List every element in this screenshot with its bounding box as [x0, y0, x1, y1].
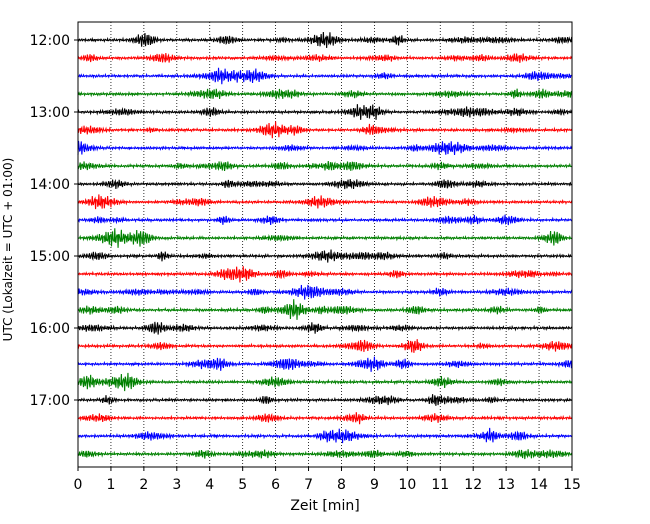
trace-row-3	[77, 88, 573, 100]
trace-row-17	[77, 339, 573, 353]
x-tick-label: 1	[106, 477, 115, 493]
y-axis-label: UTC (Lokalzeit = UTC + 01:00)	[1, 158, 15, 342]
trace-row-2	[77, 67, 573, 85]
x-tick-label: 15	[563, 477, 581, 493]
trace-row-5	[77, 121, 573, 139]
trace-row-20	[77, 394, 573, 406]
trace-row-7	[77, 160, 573, 172]
trace-row-0	[77, 32, 573, 49]
trace-row-19	[77, 372, 573, 392]
x-tick-label: 12	[464, 477, 482, 493]
trace-row-8	[77, 178, 573, 190]
minute-gridlines	[110, 22, 540, 467]
x-tick-label: 9	[370, 477, 379, 493]
trace-row-14	[77, 284, 573, 300]
y-tick-label: 17:00	[30, 393, 70, 409]
y-tick-label: 12:00	[30, 33, 70, 49]
trace-row-23	[77, 449, 573, 460]
x-tick-label: 8	[337, 477, 346, 493]
x-tick-label: 0	[74, 477, 83, 493]
trace-row-9	[77, 194, 573, 210]
y-tick-label: 15:00	[30, 249, 70, 265]
x-axis-label: Zeit [min]	[290, 498, 359, 514]
x-tick-label: 10	[398, 477, 416, 493]
x-tick-label: 6	[271, 477, 280, 493]
trace-row-4	[77, 104, 573, 120]
x-tick-label: 3	[172, 477, 181, 493]
y-tick-label: 14:00	[30, 177, 70, 193]
x-tick-label: 4	[205, 477, 214, 493]
trace-row-12	[77, 249, 573, 263]
trace-row-15	[77, 299, 573, 320]
trace-row-1	[77, 52, 573, 63]
trace-row-21	[77, 412, 573, 425]
trace-row-16	[77, 321, 573, 335]
trace-row-22	[77, 427, 573, 444]
plot-frame	[77, 21, 573, 468]
y-axis-ticks: 12:00 13:00 14:00 15:00 16:00 17:00	[30, 33, 78, 409]
x-tick-label: 11	[431, 477, 449, 493]
x-axis-ticks: 0 1 2 3 4 5 6 7 8 9 10 11 12 13 14 15	[74, 467, 581, 493]
trace-row-18	[77, 356, 573, 372]
seismogram-traces	[77, 32, 573, 460]
x-tick-label: 2	[139, 477, 148, 493]
y-tick-label: 13:00	[30, 105, 70, 121]
trace-row-11	[77, 228, 573, 248]
y-tick-label: 16:00	[30, 321, 70, 337]
trace-row-6	[77, 140, 573, 156]
x-tick-label: 5	[238, 477, 247, 493]
x-tick-label: 13	[497, 477, 515, 493]
trace-row-13	[77, 266, 573, 283]
x-tick-label: 14	[530, 477, 548, 493]
x-tick-label: 7	[304, 477, 313, 493]
trace-row-10	[77, 214, 573, 226]
